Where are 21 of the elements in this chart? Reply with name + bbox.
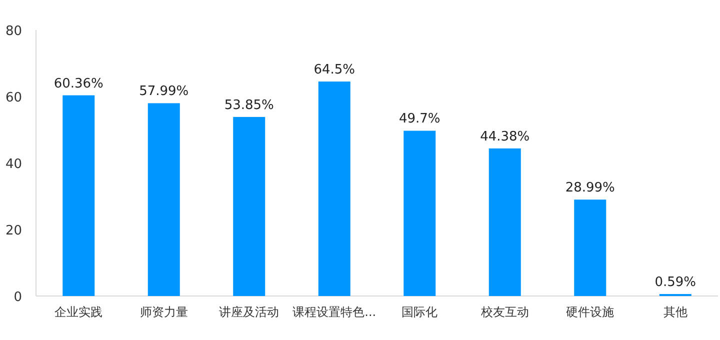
y-tick-label: 40 [5, 157, 22, 172]
y-tick-label: 80 [5, 24, 22, 39]
x-tick-label: 硬件设施 [566, 305, 614, 319]
data-label: 49.7% [398, 112, 440, 127]
x-tick-label: 师资力量 [140, 305, 188, 319]
data-label: 0.59% [654, 275, 696, 290]
data-label: 53.85% [224, 98, 274, 113]
x-tick-label: 课程设置特色... [292, 305, 376, 319]
x-tick-label: 其他 [663, 305, 688, 319]
data-label: 44.38% [480, 129, 530, 144]
y-tick-label: 0 [14, 290, 22, 305]
data-label: 60.36% [54, 76, 104, 92]
data-label: 57.99% [139, 84, 189, 100]
x-tick-label: 国际化 [402, 305, 438, 319]
y-tick-label: 20 [5, 224, 22, 238]
data-label: 64.5% [314, 62, 356, 78]
x-tick-label: 校友互动 [480, 305, 529, 319]
y-tick-label: 60 [5, 90, 22, 106]
x-tick-label: 企业实践 [54, 305, 103, 319]
x-tick-label: 讲座及活动 [219, 305, 280, 319]
data-label: 28.99% [565, 180, 615, 196]
